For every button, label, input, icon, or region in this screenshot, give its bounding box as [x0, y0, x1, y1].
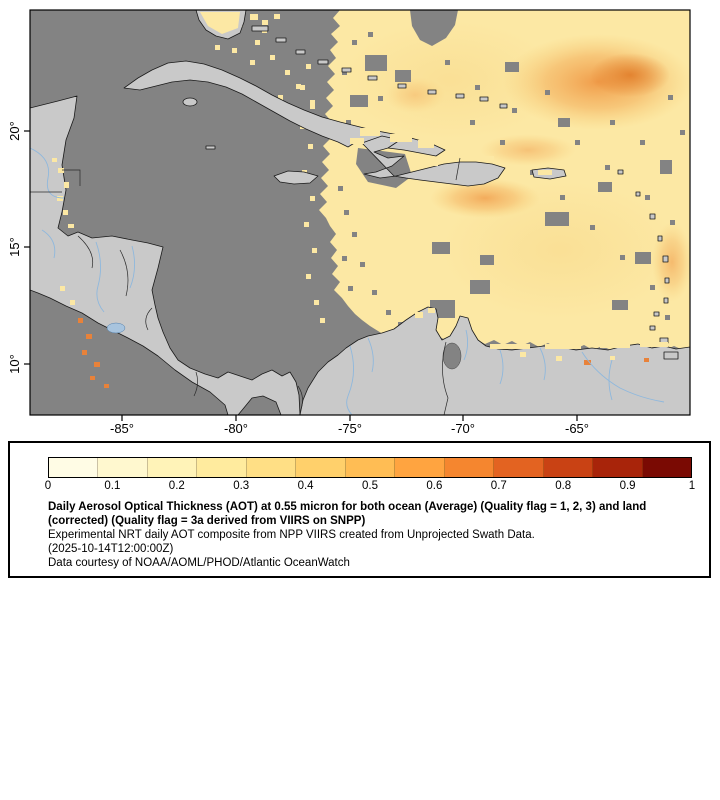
- colorbar-gradient: [48, 457, 692, 478]
- caption-timestamp: (2025-10-14T12:00:00Z): [48, 543, 174, 555]
- x-tick-label: -70°: [451, 421, 475, 436]
- central-america-landmass: [30, 95, 301, 415]
- x-tick-label: -80°: [224, 421, 248, 436]
- x-tick-label: -85°: [110, 421, 134, 436]
- y-tick-label: 20°: [7, 121, 22, 141]
- caption-credit: Data courtesy of NOAA/AOML/PHOD/Atlantic…: [48, 557, 350, 569]
- rivers: [30, 147, 665, 415]
- lake-nicaragua: [106, 322, 126, 334]
- lake-maracaibo: [442, 342, 462, 370]
- caption-title: Daily Aerosol Optical Thickness (AOT) at…: [48, 501, 647, 527]
- country-borders: [30, 157, 461, 415]
- jamaica-island: [273, 170, 319, 185]
- y-tick-label: 10°: [7, 354, 22, 374]
- legend-box: 0 0.1 0.2 0.3 0.4 0.5 0.6 0.7 0.8 0.9 1 Daily Aero…: [8, 441, 711, 578]
- map-frame: [29, 9, 691, 416]
- map-canvas: -85° -80° -75° -70° -65° 20° 15° 10°: [7, 9, 691, 436]
- land-orange-speckles: [78, 318, 649, 388]
- bahamas-islands: [251, 25, 508, 109]
- colorbar-ticks: 0 0.1 0.2 0.3 0.4 0.5 0.6 0.7 0.8 0.9 1: [44, 480, 696, 492]
- x-tick-label: -65°: [565, 421, 589, 436]
- nodata-holes: [338, 10, 685, 327]
- axis-labels: -85° -80° -75° -70° -65° 20° 15° 10°: [7, 121, 589, 436]
- caption-block: Daily Aerosol Optical Thickness (AOT) at…: [48, 500, 695, 570]
- x-tick-label: -75°: [338, 421, 362, 436]
- isla-juventud-island: [182, 97, 198, 107]
- land-data-patches: [52, 12, 668, 361]
- axis-ticks: [24, 130, 578, 421]
- lesser-antilles-islands: [617, 169, 679, 360]
- cayman-island: [205, 145, 216, 150]
- caption-line1: Experimental NRT daily AOT composite fro…: [48, 529, 535, 541]
- aot-data-field: [319, 10, 690, 350]
- y-tick-label: 15°: [7, 237, 22, 257]
